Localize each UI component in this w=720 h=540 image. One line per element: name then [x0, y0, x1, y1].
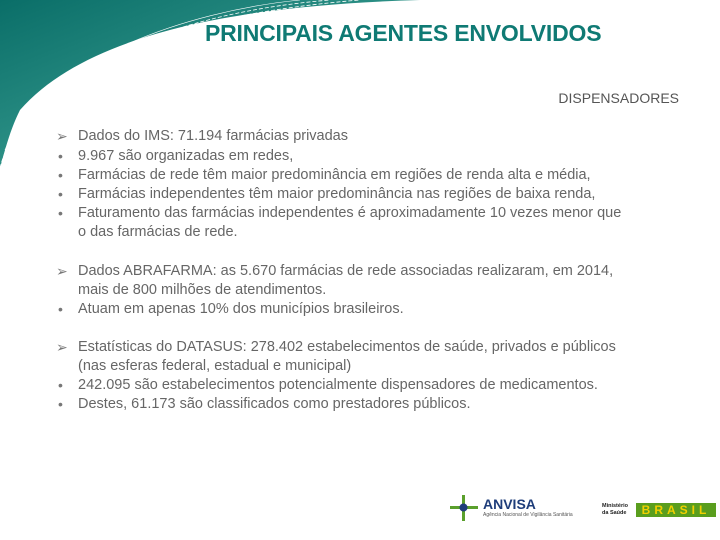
- bullet-text: Destes, 61.173 são classificados como pr…: [78, 396, 471, 412]
- brasil-logo: BRASIL: [636, 503, 716, 517]
- bullet-text: 242.095 são estabelecimentos potencialme…: [78, 377, 598, 393]
- footer-logos: ANVISA Agência Nacional de Vigilância Sa…: [450, 495, 720, 525]
- decorative-swoosh: [0, 0, 420, 169]
- anvisa-logo-text: ANVISA: [483, 496, 536, 512]
- dot-bullet-icon: •: [58, 148, 63, 164]
- dot-bullet-icon: •: [58, 186, 63, 202]
- bullet-text: Atuam em apenas 10% dos municípios brasi…: [78, 301, 404, 317]
- bullet-text: (nas esferas federal, estadual e municip…: [78, 358, 352, 374]
- bullet-text: Farmácias de rede têm maior predominânci…: [78, 167, 591, 183]
- dot-bullet-icon: •: [58, 167, 63, 183]
- bullet-text: o das farmácias de rede.: [78, 224, 238, 240]
- dot-bullet-icon: •: [58, 301, 63, 317]
- dot-bullet-icon: •: [58, 205, 63, 221]
- anvisa-subtitle: Agência Nacional de Vigilância Sanitária: [483, 512, 573, 518]
- bullet-text: mais de 800 milhões de atendimentos.: [78, 282, 327, 298]
- ministerio-logo: Ministério da Saúde: [602, 503, 628, 516]
- bullet-text: 9.967 são organizadas em redes,: [78, 148, 294, 164]
- bullet-text: Estatísticas do DATASUS: 278.402 estabel…: [78, 339, 616, 355]
- arrow-bullet-icon: ➢: [56, 263, 68, 279]
- dot-bullet-icon: •: [58, 396, 63, 412]
- anvisa-logo-icon: [450, 495, 478, 521]
- bullet-text: Dados do IMS: 71.194 farmácias privadas: [78, 128, 348, 144]
- bullet-text: Faturamento das farmácias independentes …: [78, 205, 622, 221]
- section-subtitle: DISPENSADORES: [558, 90, 679, 106]
- dot-bullet-icon: •: [58, 377, 63, 393]
- arrow-bullet-icon: ➢: [56, 128, 68, 144]
- bullet-text: Dados ABRAFARMA: as 5.670 farmácias de r…: [78, 263, 614, 279]
- arrow-bullet-icon: ➢: [56, 339, 68, 355]
- page-title: PRINCIPAIS AGENTES ENVOLVIDOS: [205, 20, 602, 46]
- bullet-text: Farmácias independentes têm maior predom…: [78, 186, 596, 202]
